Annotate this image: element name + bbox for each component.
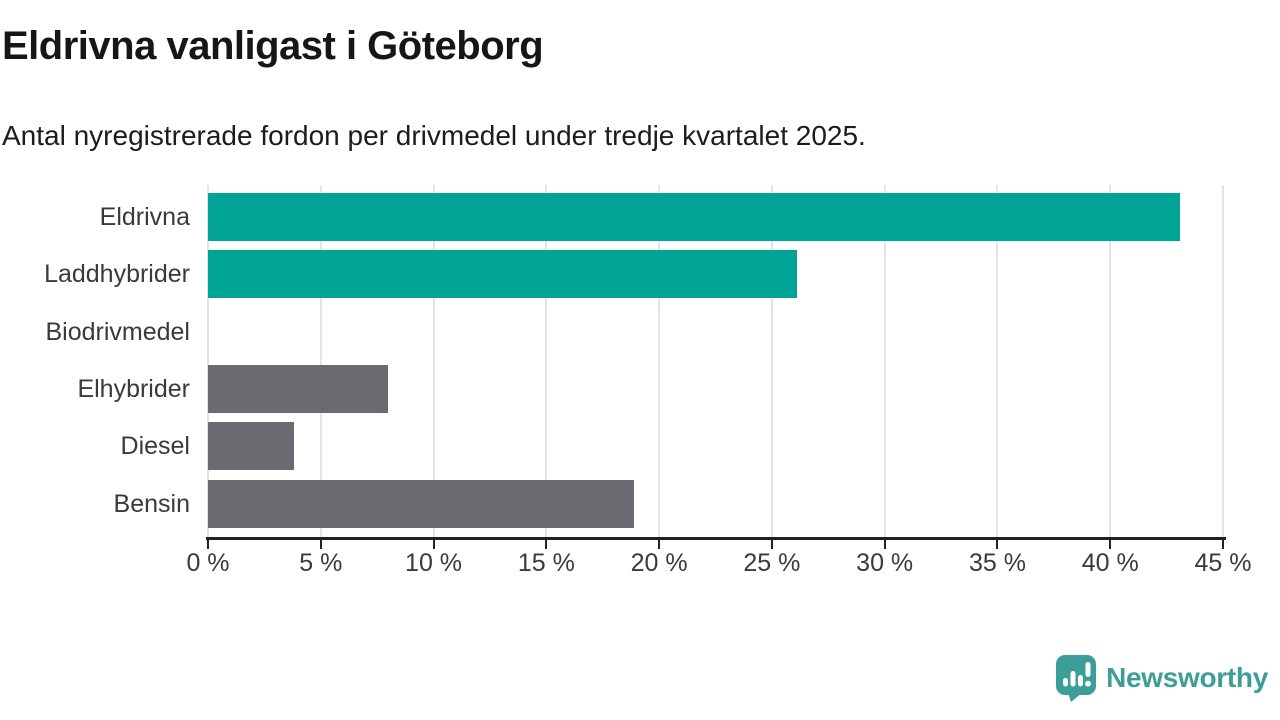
x-axis-tick-label: 40 %: [1081, 549, 1139, 577]
category-label: Eldrivna: [99, 203, 190, 231]
x-axis-tick-label: 15 %: [517, 549, 575, 577]
x-axis-tick: [1222, 540, 1224, 549]
plot-area: 0 % 5 % 10 % 15 % 20 % 25 % 30 % 35 % 40 % 45 %: [186, 185, 1251, 577]
x-axis-tick-label: 5 %: [299, 549, 343, 577]
x-axis-tick-label: 30 %: [856, 549, 914, 577]
bar-laddhybrider: [208, 250, 797, 299]
gridline: [770, 185, 773, 537]
x-axis-tick-label: 20 %: [630, 549, 688, 577]
x-axis-tick-label: 45 %: [1194, 549, 1252, 577]
x-axis-tick-label: 35 %: [968, 549, 1026, 577]
x-axis-tick: [996, 540, 999, 549]
bar-eldrivna: [208, 193, 1181, 241]
gridline: [1109, 185, 1112, 537]
gridline: [207, 185, 209, 537]
x-axis-tick: [1109, 540, 1112, 549]
newsworthy-logo: Newsworthy: [1055, 654, 1268, 702]
x-axis-tick: [770, 540, 773, 549]
chart-title: Eldrivna vanligast i Göteborg: [2, 24, 544, 68]
gridline: [996, 185, 999, 537]
x-axis-tick-label: 0 %: [186, 549, 230, 577]
x-axis-line: [206, 537, 1226, 540]
x-axis-tick: [432, 540, 435, 549]
category-label: Biodrivmedel: [45, 317, 190, 346]
gridline: [545, 185, 548, 537]
gridline: [883, 185, 886, 537]
gridline: [1222, 185, 1224, 537]
category-axis: Eldrivna Laddhybrider Biodrivmedel Elhybrid…: [0, 185, 190, 537]
gridline: [432, 185, 435, 537]
x-axis-tick: [883, 540, 886, 549]
category-label: Bensin: [113, 489, 190, 518]
newsworthy-logo-text: Newsworthy: [1106, 662, 1268, 693]
gridline: [658, 185, 661, 537]
bar-elhybrider: [208, 364, 389, 413]
chart-subtitle: Antal nyregistrerade fordon per drivmede…: [2, 120, 866, 151]
category-label: Diesel: [120, 432, 190, 461]
x-axis-tick: [207, 540, 209, 549]
category-label: Elhybrider: [77, 374, 190, 403]
x-axis-tick: [545, 540, 548, 549]
bar-chart-speech-bubble-icon: [1056, 655, 1097, 702]
category-label: Laddhybrider: [44, 260, 190, 289]
gridline: [319, 185, 322, 537]
x-axis-tick: [658, 540, 661, 549]
x-axis-tick-label: 25 %: [743, 549, 801, 577]
x-axis-tick-label: 10 %: [405, 549, 463, 577]
bar-bensin: [208, 479, 635, 528]
bar-diesel: [208, 422, 294, 471]
x-axis-tick: [319, 540, 322, 549]
